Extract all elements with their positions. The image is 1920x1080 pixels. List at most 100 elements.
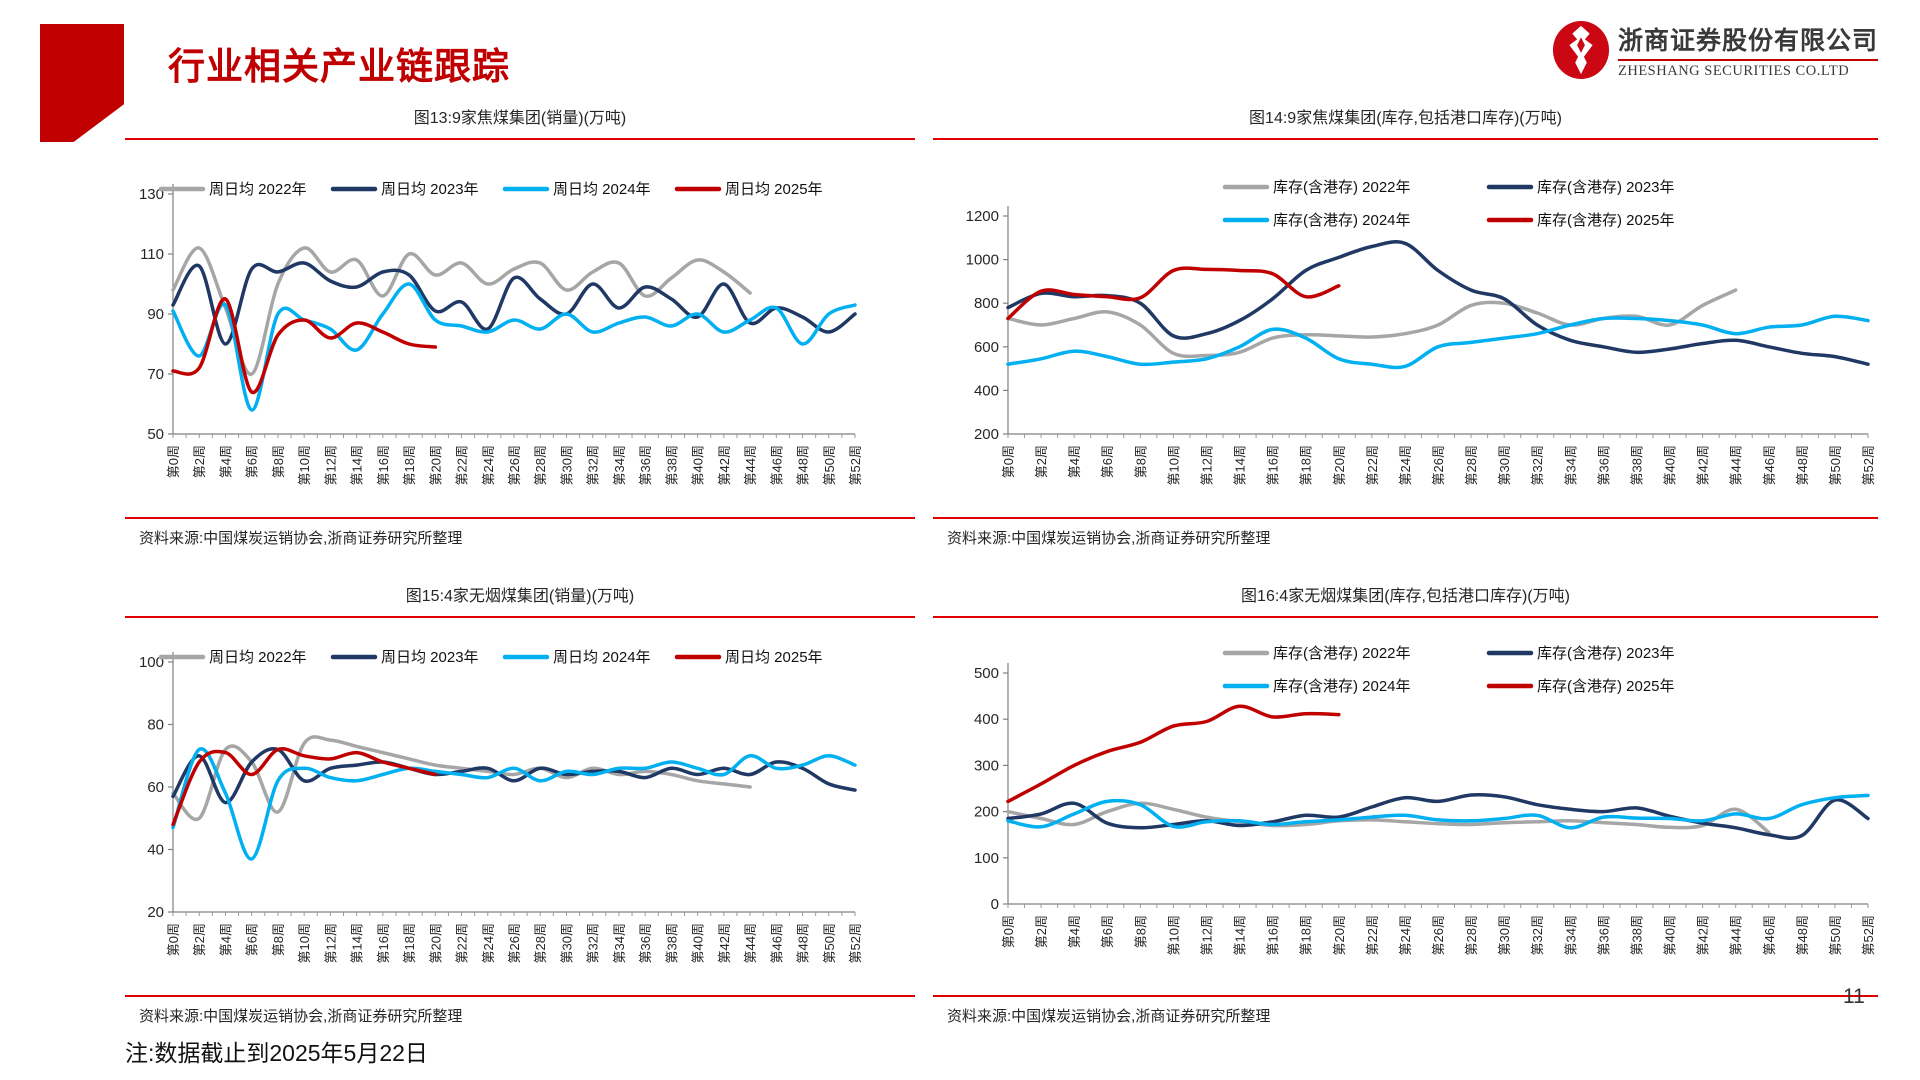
svg-text:第44周: 第44周 bbox=[743, 923, 758, 963]
svg-text:第50周: 第50周 bbox=[1828, 445, 1843, 485]
svg-text:60: 60 bbox=[147, 779, 164, 796]
svg-text:周日均 2022年: 周日均 2022年 bbox=[209, 649, 307, 666]
svg-text:第36周: 第36周 bbox=[638, 923, 653, 963]
svg-text:第46周: 第46周 bbox=[769, 923, 784, 963]
svg-text:第42周: 第42周 bbox=[1696, 445, 1711, 485]
svg-text:100: 100 bbox=[974, 850, 999, 867]
svg-text:库存(含港存) 2024年: 库存(含港存) 2024年 bbox=[1273, 678, 1411, 695]
svg-text:第12周: 第12周 bbox=[1199, 915, 1214, 955]
svg-text:第18周: 第18周 bbox=[1299, 445, 1314, 485]
svg-text:第16周: 第16周 bbox=[376, 923, 391, 963]
svg-text:第40周: 第40周 bbox=[1663, 915, 1678, 955]
svg-text:第50周: 第50周 bbox=[1828, 915, 1843, 955]
fig14-title: 图14:9家焦煤集团(库存,包括港口库存)(万吨) bbox=[1249, 110, 1562, 127]
svg-text:第0周: 第0周 bbox=[166, 445, 181, 478]
zheshang-logo-icon bbox=[1552, 21, 1610, 79]
svg-text:第26周: 第26周 bbox=[1431, 445, 1446, 485]
svg-text:库存(含港存) 2025年: 库存(含港存) 2025年 bbox=[1537, 678, 1675, 695]
fig16-bottom-rule bbox=[933, 995, 1878, 997]
svg-text:周日均 2022年: 周日均 2022年 bbox=[209, 181, 307, 198]
svg-text:第6周: 第6周 bbox=[1100, 445, 1115, 478]
fig15-bottom-rule bbox=[125, 995, 915, 997]
svg-text:第10周: 第10周 bbox=[297, 445, 312, 485]
company-logo: 浙商证券股份有限公司 ZHESHANG SECURITIES CO.LTD bbox=[1552, 20, 1879, 80]
svg-text:第46周: 第46周 bbox=[1762, 915, 1777, 955]
svg-text:第28周: 第28周 bbox=[533, 445, 548, 485]
svg-text:第4周: 第4周 bbox=[218, 445, 233, 478]
svg-text:周日均 2023年: 周日均 2023年 bbox=[381, 649, 479, 666]
svg-text:第28周: 第28周 bbox=[1464, 915, 1479, 955]
svg-text:800: 800 bbox=[974, 295, 999, 312]
logo-divider bbox=[1618, 58, 1879, 61]
svg-text:第8周: 第8周 bbox=[271, 923, 286, 956]
svg-text:130: 130 bbox=[139, 186, 164, 203]
page-title: 行业相关产业链跟踪 bbox=[168, 46, 510, 87]
fig14-bottom-rule bbox=[933, 517, 1878, 519]
svg-text:第4周: 第4周 bbox=[1067, 915, 1082, 948]
svg-text:第20周: 第20周 bbox=[428, 445, 443, 485]
svg-text:第42周: 第42周 bbox=[717, 923, 732, 963]
fig13-top-rule bbox=[125, 138, 915, 140]
svg-text:第16周: 第16周 bbox=[1266, 445, 1281, 485]
svg-text:400: 400 bbox=[974, 382, 999, 399]
svg-text:第6周: 第6周 bbox=[245, 923, 260, 956]
svg-text:1000: 1000 bbox=[966, 252, 999, 269]
svg-text:周日均 2024年: 周日均 2024年 bbox=[553, 181, 651, 198]
svg-text:400: 400 bbox=[974, 711, 999, 728]
svg-text:第38周: 第38周 bbox=[1629, 445, 1644, 485]
svg-text:200: 200 bbox=[974, 804, 999, 821]
svg-text:第12周: 第12周 bbox=[323, 923, 338, 963]
fig14-source: 资料来源:中国煤炭运销协会,浙商证券研究所整理 bbox=[947, 530, 1271, 547]
svg-text:第14周: 第14周 bbox=[350, 923, 365, 963]
svg-text:第32周: 第32周 bbox=[586, 923, 601, 963]
svg-text:300: 300 bbox=[974, 757, 999, 774]
fig13-bottom-rule bbox=[125, 517, 915, 519]
data-cutoff-note: 注:数据截止到2025年5月22日 bbox=[125, 1040, 428, 1066]
svg-text:第0周: 第0周 bbox=[166, 923, 181, 956]
company-name-en: ZHESHANG SECURITIES CO.LTD bbox=[1618, 62, 1850, 79]
svg-text:第24周: 第24周 bbox=[481, 923, 496, 963]
svg-text:第8周: 第8周 bbox=[1133, 915, 1148, 948]
svg-text:第46周: 第46周 bbox=[1762, 445, 1777, 485]
svg-text:周日均 2024年: 周日均 2024年 bbox=[553, 649, 651, 666]
svg-text:第34周: 第34周 bbox=[612, 445, 627, 485]
svg-text:第42周: 第42周 bbox=[1696, 915, 1711, 955]
svg-text:50: 50 bbox=[147, 426, 164, 443]
svg-text:第40周: 第40周 bbox=[691, 923, 706, 963]
svg-text:第10周: 第10周 bbox=[297, 923, 312, 963]
svg-text:第16周: 第16周 bbox=[1266, 915, 1281, 955]
svg-text:80: 80 bbox=[147, 717, 164, 734]
svg-text:第36周: 第36周 bbox=[1596, 915, 1611, 955]
svg-text:第28周: 第28周 bbox=[1464, 445, 1479, 485]
svg-text:第24周: 第24周 bbox=[1398, 445, 1413, 485]
svg-text:第34周: 第34周 bbox=[612, 923, 627, 963]
fig16-chart: 0 100 200 300 400 500 第0周 第2周 第4周 第6周 第8周 第10周 第12周 第… bbox=[974, 645, 1876, 955]
svg-text:第52周: 第52周 bbox=[1861, 445, 1876, 485]
fig14-top-rule bbox=[933, 138, 1878, 140]
svg-text:第30周: 第30周 bbox=[559, 445, 574, 485]
svg-text:第48周: 第48周 bbox=[796, 923, 811, 963]
svg-text:第20周: 第20周 bbox=[428, 923, 443, 963]
svg-text:第28周: 第28周 bbox=[533, 923, 548, 963]
svg-text:第6周: 第6周 bbox=[1100, 915, 1115, 948]
svg-text:第34周: 第34周 bbox=[1563, 915, 1578, 955]
red-corner-decoration bbox=[40, 24, 124, 142]
svg-text:第20周: 第20周 bbox=[1332, 915, 1347, 955]
svg-text:第30周: 第30周 bbox=[1497, 915, 1512, 955]
svg-text:500: 500 bbox=[974, 665, 999, 682]
svg-text:第22周: 第22周 bbox=[1365, 445, 1380, 485]
fig13-title: 图13:9家焦煤集团(销量)(万吨) bbox=[413, 110, 627, 127]
svg-text:90: 90 bbox=[147, 306, 164, 323]
svg-text:第14周: 第14周 bbox=[1233, 915, 1248, 955]
svg-text:周日均 2025年: 周日均 2025年 bbox=[725, 181, 823, 198]
svg-text:40: 40 bbox=[147, 842, 164, 859]
fig15-source: 资料来源:中国煤炭运销协会,浙商证券研究所整理 bbox=[139, 1008, 463, 1025]
svg-text:第2周: 第2周 bbox=[1034, 445, 1049, 478]
svg-text:第48周: 第48周 bbox=[1795, 915, 1810, 955]
svg-text:第10周: 第10周 bbox=[1166, 445, 1181, 485]
svg-text:第12周: 第12周 bbox=[1199, 445, 1214, 485]
svg-text:第24周: 第24周 bbox=[481, 445, 496, 485]
svg-text:第10周: 第10周 bbox=[1166, 915, 1181, 955]
svg-text:第50周: 第50周 bbox=[822, 923, 837, 963]
